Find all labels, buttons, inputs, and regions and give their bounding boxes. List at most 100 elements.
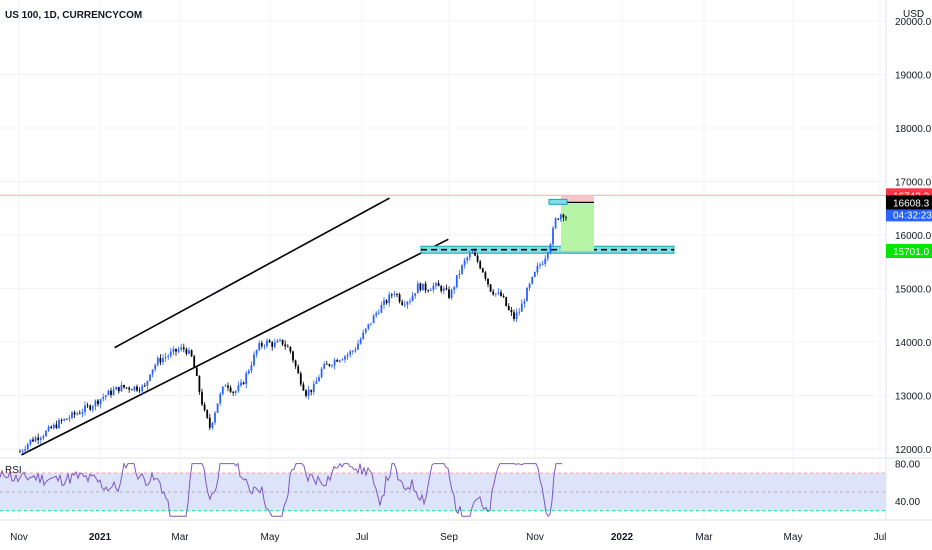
candle-body (117, 387, 120, 392)
candle-body (39, 438, 42, 440)
price-label[interactable]: 04:32:23 (886, 207, 932, 222)
candle-body (299, 373, 302, 385)
candle-body (307, 389, 310, 396)
candle-body (284, 344, 287, 347)
candle-body (403, 304, 406, 306)
candle-body (45, 430, 47, 437)
candle-body (487, 278, 489, 285)
candle-body (320, 368, 323, 378)
candle-body (164, 356, 167, 359)
candle-body (398, 294, 401, 302)
candle-body (471, 252, 474, 254)
candle-body (258, 343, 261, 350)
candle-body (21, 450, 24, 452)
price-label-bg (886, 195, 932, 210)
candle-body (390, 294, 393, 296)
candle-body (448, 289, 450, 298)
candle-body (78, 413, 81, 415)
candle-body (510, 309, 513, 313)
candle-body (432, 285, 435, 290)
rsi-title[interactable]: RSI (5, 465, 22, 476)
y-tick-label: 15000.0 (895, 285, 932, 296)
candle-body (19, 451, 21, 453)
candle-body (63, 418, 66, 421)
candle-body (29, 439, 32, 444)
candle-body (190, 350, 193, 357)
candle-body (203, 404, 206, 411)
candle-body (107, 390, 110, 396)
y-tick-label: 18000.0 (895, 124, 932, 135)
candle-body (393, 294, 396, 295)
price-label[interactable]: 15701.0 (886, 243, 932, 258)
candle-body (281, 339, 284, 345)
candle-body (68, 417, 71, 419)
candle-body (76, 413, 79, 415)
candle-body (515, 312, 518, 320)
candle-body (84, 405, 86, 412)
candle-body (476, 255, 479, 262)
candle-body (89, 405, 92, 410)
candle-body (435, 283, 437, 286)
candle-body (409, 301, 411, 302)
candle-body (523, 301, 526, 304)
candle-body (266, 340, 268, 346)
price-label-bg (886, 207, 932, 222)
candle-body (242, 382, 245, 385)
x-tick-label: Nov (10, 532, 28, 543)
y-tick-label: 12000.0 (895, 445, 932, 456)
candle-body (526, 287, 528, 302)
candle-body (489, 284, 492, 292)
candle-body (167, 355, 170, 357)
risk-zone[interactable] (561, 195, 594, 203)
candle-body (383, 300, 385, 305)
chart-title[interactable]: US 100, 1D, CURRENCYCOM (5, 10, 142, 21)
price-label[interactable]: 16608.3 (886, 195, 932, 210)
candle-body (208, 417, 211, 428)
candle-body (55, 424, 58, 428)
candle-body (302, 384, 305, 391)
y-axis: 12000.0 13000.0 14000.0 15000.0 16000.0 17000… (895, 17, 932, 456)
candle-body (133, 386, 136, 391)
candle-body (120, 384, 123, 392)
channel-upper-line[interactable] (114, 197, 390, 349)
candle-body (370, 323, 372, 325)
rsi-panel: 80.00 40.00 (0, 460, 920, 518)
candle-body (71, 412, 73, 418)
candle-body (362, 332, 365, 340)
candle-body (305, 390, 307, 396)
x-tick-label: Jul (874, 532, 887, 543)
candle-body (437, 283, 440, 287)
currency-label[interactable]: USD (903, 9, 924, 20)
reward-zone[interactable] (561, 202, 594, 251)
candle-body (328, 364, 331, 366)
x-tick-label: May (261, 532, 280, 543)
candle-body (201, 391, 203, 405)
candle-body (455, 274, 458, 288)
candle-body (359, 339, 362, 344)
candle-body (445, 288, 448, 290)
candle-body (240, 382, 242, 386)
candle-body (341, 359, 344, 361)
price-series (19, 213, 567, 454)
candle-body (58, 420, 60, 428)
x-tick-label: 2021 (89, 532, 112, 543)
candle-body (557, 218, 560, 220)
candle-body (175, 348, 177, 352)
x-tick-label: 2022 (611, 532, 634, 543)
candle-body (224, 385, 227, 387)
candle-body (65, 418, 68, 420)
candle-body (34, 437, 37, 442)
candle-body (73, 412, 76, 415)
candle-body (520, 303, 523, 312)
candle-body (364, 328, 367, 333)
candle-body (401, 301, 404, 305)
candle-body (172, 348, 175, 352)
candle-body (206, 410, 209, 418)
channel-lower-line[interactable] (21, 238, 449, 456)
candle-body (565, 217, 567, 219)
x-tick-label: Mar (695, 532, 713, 543)
rsi-tick-label: 40.00 (895, 497, 920, 508)
candle-body (453, 287, 456, 291)
candle-body (333, 360, 336, 366)
